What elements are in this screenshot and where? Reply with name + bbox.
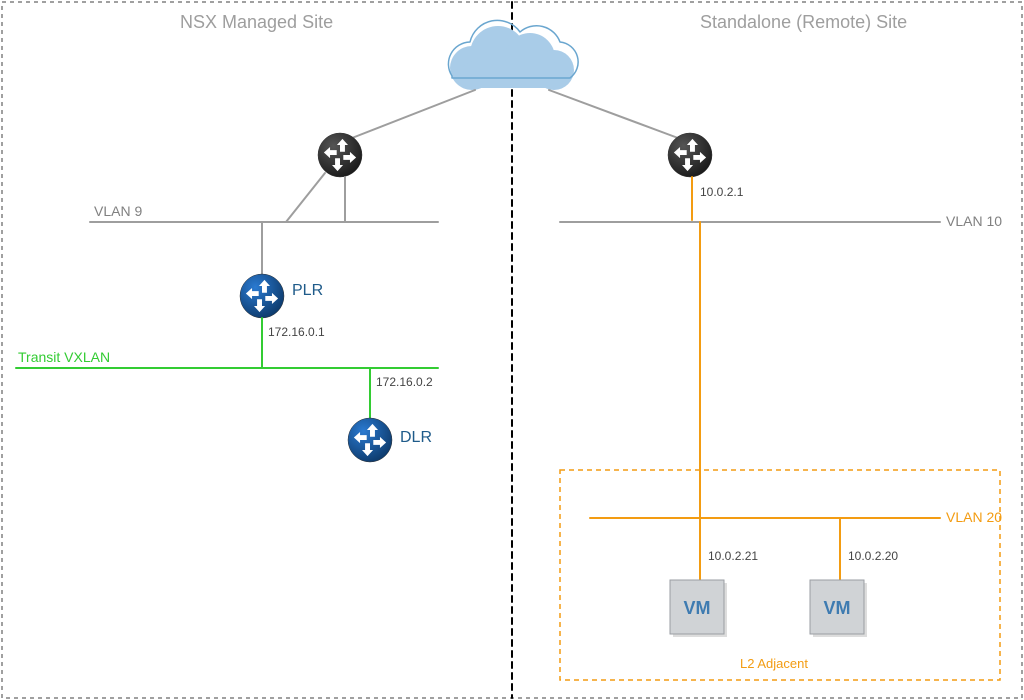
vm2-ip-label: 10.0.2.20 [848, 549, 898, 563]
right-site-title: Standalone (Remote) Site [700, 12, 907, 32]
dlr-label: DLR [400, 429, 432, 446]
physical-router-left-icon [318, 133, 362, 177]
vlan10-label: VLAN 10 [946, 213, 1002, 229]
vlan9-label: VLAN 9 [94, 203, 142, 219]
left-site-title: NSX Managed Site [180, 12, 333, 32]
vm1-ip-label: 10.0.2.21 [708, 549, 758, 563]
vm2-icon: VM [810, 580, 867, 637]
svg-text:VM: VM [684, 598, 711, 618]
vlan20-label: VLAN 20 [946, 509, 1002, 525]
dlr-ip-label: 172.16.0.2 [376, 375, 433, 389]
transit-vxlan-label: Transit VXLAN [18, 349, 110, 365]
vm1-icon: VM [670, 580, 727, 637]
plr-label: PLR [292, 282, 323, 299]
dlr-router-icon [348, 418, 392, 462]
l2-adjacent-box [560, 470, 1000, 680]
plr-ip-label: 172.16.0.1 [268, 325, 325, 339]
right-gw-ip-label: 10.0.2.1 [700, 185, 744, 199]
l2-adjacent-label: L2 Adjacent [740, 656, 808, 671]
physical-router-right-icon [668, 133, 712, 177]
plr-router-icon [240, 274, 284, 318]
svg-text:VM: VM [824, 598, 851, 618]
cloud-icon [448, 20, 578, 90]
